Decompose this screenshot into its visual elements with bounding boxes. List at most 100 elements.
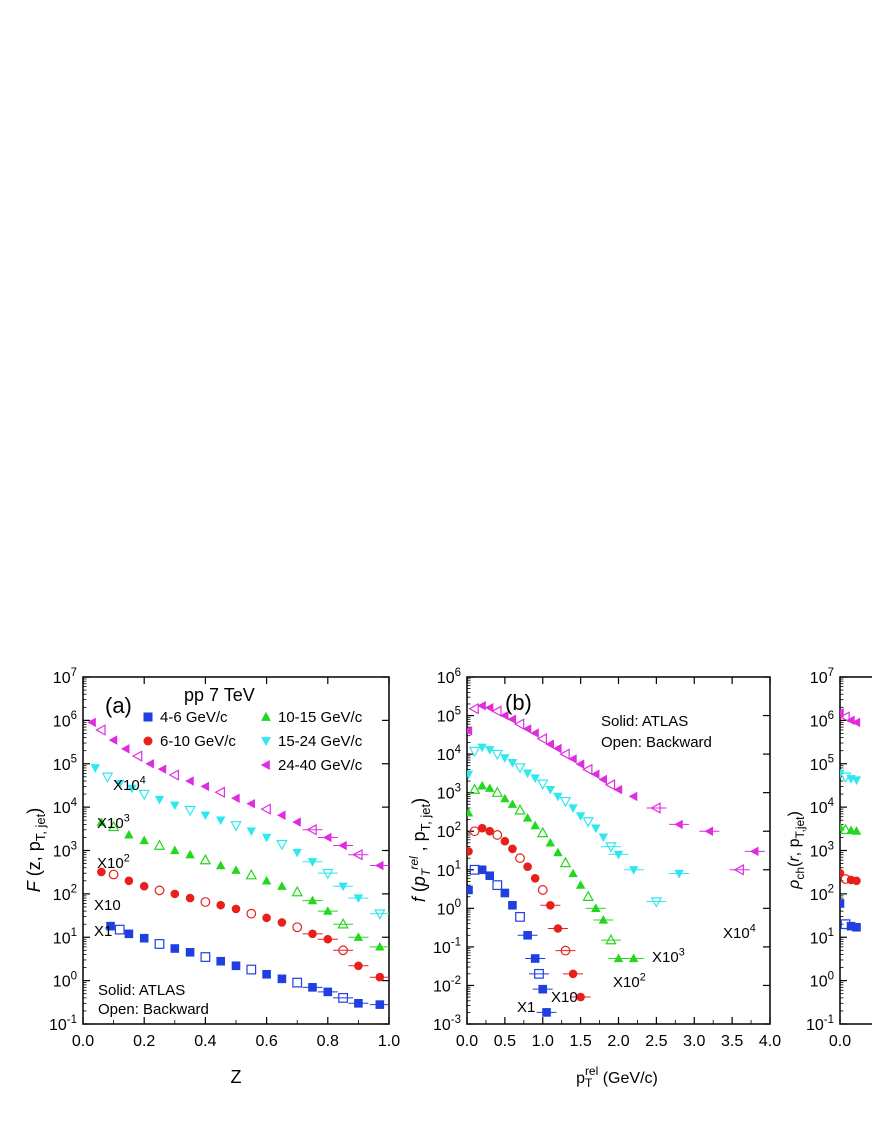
x-tick-label: 0.8 [317,1033,339,1050]
x-axis-label-b: pTrel (GeV/c) [576,1064,658,1090]
data-point [338,992,348,1003]
data-point [292,977,303,988]
data-point [375,941,385,951]
data-point [598,914,609,924]
scale-label: X104 [723,922,756,942]
x-tick-label: 4.0 [759,1033,781,1050]
data-point [492,830,503,840]
data-point [598,774,608,785]
data-point [628,791,638,802]
data-point [477,865,487,875]
scale-label: X104 [113,774,146,794]
data-point [530,728,539,738]
data-point [507,759,518,768]
data-point [537,885,548,895]
data-point [307,895,318,905]
x-tick-label: 0.0 [829,1033,851,1050]
series-layer [87,717,389,1009]
data-point [559,856,572,868]
y-tick-label: 10-3 [433,1014,461,1034]
panel-a: 10-1 100 101 102 103 104 105 106 107 0.0 0.2 0.4 0.6… [24,667,400,1087]
data-point [215,816,226,826]
data-point [522,769,533,779]
y-tick-label: 10-1 [806,1014,834,1034]
data-point [530,954,540,963]
data-point [508,900,517,910]
data-point [500,888,510,898]
data-point [568,969,578,979]
data-point [168,769,180,781]
data-point [507,799,518,808]
data-point [500,754,510,763]
y-tick-label: 106 [437,667,461,687]
data-point [200,781,210,792]
data-point [139,881,149,891]
y-tick-label: 10-2 [433,975,461,995]
x-tick-label: 0.0 [72,1033,94,1050]
data-point [591,903,601,912]
data-point [170,889,180,899]
data-point [536,733,548,745]
legend-marker [260,760,270,770]
data-point [560,945,571,956]
data-point [124,829,134,839]
y-tick-label: 107 [53,667,77,687]
data-point [185,776,194,786]
scale-label: X103 [97,812,130,832]
data-point [245,868,258,880]
data-point [530,820,540,830]
data-point [216,900,225,910]
x-tick-label: 2.0 [607,1033,629,1050]
x-tick-label: 3.0 [683,1033,705,1050]
data-point [231,904,241,914]
data-point [576,992,585,1002]
data-point [323,906,333,915]
data-point [231,961,241,971]
data-point [485,826,495,836]
data-point [840,711,850,723]
y-tick-label: 103 [810,840,834,860]
data-point [338,840,347,851]
data-point [522,724,532,734]
data-point [467,770,474,780]
scale-label: X1 [517,999,535,1016]
x-tick-label: 3.5 [721,1033,743,1050]
scale-label: X103 [652,946,685,966]
data-point [139,933,149,943]
note-solid-a: Solid: ATLAS [98,982,185,999]
data-point [306,824,317,836]
data-point [545,837,556,847]
data-point [542,1008,551,1017]
note-solid-b: Solid: ATLAS [601,713,688,730]
data-point [605,933,617,945]
data-point [468,746,481,758]
data-point [338,882,348,892]
data-point [353,932,364,941]
y-tick-label: 104 [53,797,78,817]
data-point [613,784,623,795]
data-point [114,779,125,789]
data-point [138,789,150,801]
data-point [127,784,137,794]
y-tick-label: 101 [810,927,834,947]
legend-label: 10-15 GeV/c [278,709,363,726]
data-point [530,774,540,783]
data-point [96,817,107,826]
y-tick-label: 100 [53,970,77,990]
data-point [467,885,473,895]
data-point [292,817,301,827]
y-tick-label: 105 [53,754,77,774]
x-tick-label: 0.2 [133,1033,155,1050]
plot-frame [82,676,390,1025]
data-point [468,783,481,794]
data-point [375,1000,385,1009]
data-point [515,911,525,922]
data-point [538,984,548,994]
data-point [515,853,525,864]
data-point [523,862,532,872]
legend-label: 24-40 GeV/c [278,757,363,774]
data-point [553,847,563,857]
data-point [308,929,317,939]
data-point [514,804,526,815]
data-point [590,769,600,780]
